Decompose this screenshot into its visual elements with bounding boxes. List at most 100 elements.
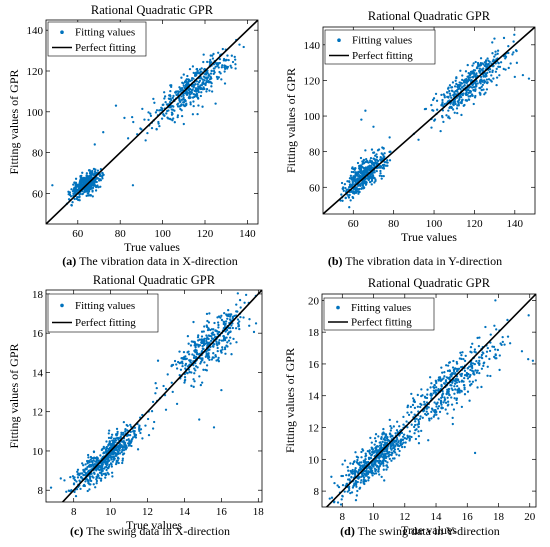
data-point bbox=[489, 374, 492, 378]
data-point bbox=[371, 175, 374, 178]
data-point bbox=[91, 186, 95, 189]
data-point bbox=[186, 365, 190, 368]
data-point bbox=[98, 476, 101, 480]
data-point bbox=[440, 396, 443, 399]
x-tick-label: 18 bbox=[493, 511, 505, 523]
data-point bbox=[104, 473, 107, 477]
data-point bbox=[386, 466, 389, 469]
data-point bbox=[482, 88, 485, 91]
data-point bbox=[156, 359, 160, 362]
y-axis-label: Fitting values of GPR bbox=[7, 343, 21, 448]
data-point bbox=[216, 332, 219, 336]
data-point bbox=[451, 381, 454, 384]
data-point bbox=[201, 82, 204, 85]
data-point bbox=[86, 180, 89, 183]
data-point bbox=[225, 344, 228, 347]
data-point bbox=[352, 196, 355, 200]
data-point bbox=[197, 353, 201, 356]
data-point bbox=[93, 456, 96, 459]
data-point bbox=[450, 403, 454, 406]
data-point bbox=[187, 82, 190, 85]
data-point bbox=[354, 499, 358, 502]
data-point bbox=[455, 76, 458, 79]
chart-panel-1: 60 80 100 120 140 60 80 100 120 140 Rational Quadr… bbox=[284, 9, 536, 268]
data-point bbox=[460, 357, 463, 361]
data-point bbox=[417, 420, 421, 424]
caption-label: (a) bbox=[62, 254, 76, 268]
data-point bbox=[114, 439, 118, 442]
data-point bbox=[373, 443, 376, 446]
data-point bbox=[397, 447, 400, 451]
data-point bbox=[449, 94, 452, 97]
data-point bbox=[229, 330, 232, 334]
data-point bbox=[386, 159, 389, 162]
data-point bbox=[372, 125, 375, 128]
data-point bbox=[191, 353, 194, 356]
data-point bbox=[109, 462, 113, 465]
data-point bbox=[425, 401, 429, 404]
data-point bbox=[446, 91, 449, 94]
data-point bbox=[194, 369, 197, 372]
data-point bbox=[94, 189, 98, 192]
data-point bbox=[440, 102, 444, 106]
data-point bbox=[248, 318, 251, 321]
x-tick-label: 16 bbox=[216, 506, 228, 518]
data-point bbox=[478, 336, 481, 339]
data-point bbox=[194, 346, 197, 349]
data-point bbox=[495, 83, 498, 87]
caption-label: (b) bbox=[328, 254, 343, 268]
data-point bbox=[182, 94, 185, 97]
data-point bbox=[195, 87, 199, 90]
data-point bbox=[493, 37, 496, 40]
data-point bbox=[120, 431, 123, 434]
data-point bbox=[367, 177, 370, 180]
data-point bbox=[82, 464, 85, 467]
data-point bbox=[128, 439, 131, 443]
data-point bbox=[95, 482, 98, 485]
data-point bbox=[406, 426, 409, 429]
data-point bbox=[351, 166, 354, 169]
data-point bbox=[467, 372, 470, 376]
data-point bbox=[72, 483, 76, 486]
data-point bbox=[527, 314, 530, 317]
data-point bbox=[76, 185, 79, 188]
data-point bbox=[462, 81, 466, 84]
data-point bbox=[196, 94, 199, 97]
data-point bbox=[436, 108, 439, 111]
data-point bbox=[120, 444, 123, 447]
data-point bbox=[384, 164, 388, 167]
data-point bbox=[425, 407, 428, 410]
data-point bbox=[353, 177, 356, 180]
data-point bbox=[188, 68, 192, 71]
data-point bbox=[493, 55, 496, 58]
data-point bbox=[424, 107, 428, 111]
data-point bbox=[354, 167, 357, 170]
data-point bbox=[105, 446, 108, 450]
data-point bbox=[383, 152, 386, 155]
data-point bbox=[371, 461, 374, 464]
data-point bbox=[459, 101, 463, 104]
data-point bbox=[98, 174, 102, 178]
data-point bbox=[511, 53, 514, 56]
data-point bbox=[394, 451, 397, 454]
data-point bbox=[363, 480, 366, 483]
data-point bbox=[459, 81, 462, 85]
data-point bbox=[231, 326, 235, 330]
data-point bbox=[192, 356, 196, 360]
data-point bbox=[210, 358, 214, 361]
data-point bbox=[221, 348, 224, 351]
data-point bbox=[219, 72, 222, 75]
x-tick-label: 100 bbox=[154, 228, 171, 240]
data-point bbox=[252, 330, 256, 334]
data-point bbox=[93, 143, 96, 146]
data-point bbox=[217, 315, 221, 318]
data-point bbox=[196, 343, 199, 346]
data-point bbox=[373, 472, 376, 475]
legend-marker-points bbox=[337, 38, 341, 42]
data-point bbox=[432, 109, 435, 112]
data-point bbox=[350, 185, 353, 188]
data-point bbox=[512, 40, 515, 43]
data-point bbox=[221, 346, 224, 349]
data-point bbox=[178, 99, 181, 102]
data-point bbox=[379, 155, 382, 159]
